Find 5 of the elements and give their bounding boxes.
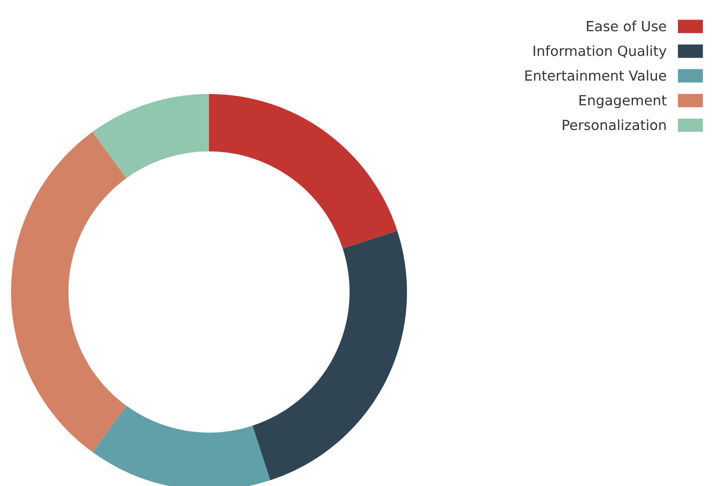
legend-label: Information Quality <box>534 45 666 59</box>
legend-label: Engagement <box>580 95 666 108</box>
legend-label: Entertainment Value <box>525 70 666 81</box>
legend-label: Personalization <box>562 119 666 130</box>
legend-label: Ease of Use <box>586 20 666 32</box>
